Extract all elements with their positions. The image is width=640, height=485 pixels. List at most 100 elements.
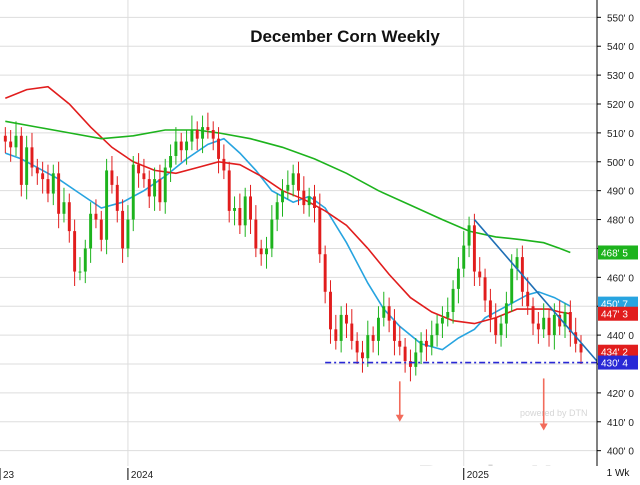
candle-body [307, 196, 311, 206]
candle-body [115, 184, 119, 211]
candle-body [579, 343, 583, 353]
y-tick-label: 440' 0 [607, 331, 634, 342]
candle-body [137, 164, 141, 174]
candle-body [9, 141, 13, 148]
x-tick-label: 2024 [131, 470, 154, 480]
y-tick-label: 400' 0 [607, 447, 634, 458]
candle-body [275, 202, 279, 220]
candle-body [302, 190, 306, 206]
x-tick-label: 2025 [467, 470, 490, 480]
candle-body [222, 158, 226, 171]
candle-body [313, 196, 316, 208]
candle-body [568, 312, 572, 333]
candle-body [185, 141, 189, 151]
down-arrow-head [395, 414, 404, 422]
candle-body [291, 173, 295, 185]
candle-body [558, 314, 562, 327]
candle-body [398, 340, 402, 347]
price-marker [598, 344, 638, 359]
price-marker-label: 450' 7 [601, 300, 628, 311]
down-arrow-head [539, 423, 548, 431]
candle-body [323, 254, 327, 292]
price-marker-label: 430' 4 [601, 359, 628, 370]
candle-body [392, 320, 396, 341]
y-tick-label: 520' 0 [607, 100, 634, 111]
arrows [395, 378, 548, 431]
candle-body [163, 167, 167, 203]
candle-body [334, 329, 338, 341]
candle-body [462, 245, 466, 269]
candle-body [456, 268, 460, 289]
candle-body [131, 164, 135, 220]
candle-body [201, 127, 205, 139]
candle-body [563, 312, 567, 327]
candle-body [51, 173, 55, 194]
candle-body [414, 352, 418, 367]
candle-body [360, 352, 364, 359]
candle-body [472, 225, 476, 272]
candle-body [339, 314, 343, 341]
candle-body [233, 208, 237, 211]
price-marker-label: 447' 3 [601, 310, 628, 321]
candle-body [345, 314, 348, 324]
candle-body [467, 225, 471, 246]
x-tick-label: 23 [3, 470, 15, 480]
candle-body [227, 170, 231, 211]
candle-body [376, 317, 380, 341]
candle-body [510, 268, 514, 304]
candle-body [249, 196, 252, 220]
trendline-resistance [473, 219, 598, 362]
candle-body [83, 248, 87, 272]
y-tick-label: 510' 0 [607, 129, 634, 140]
candle-body [73, 231, 77, 272]
x-labels: 23 2024 2025 [0, 468, 490, 481]
candle-body [526, 291, 530, 307]
candle-body [350, 323, 354, 341]
candle-body [105, 170, 109, 240]
candle-body [217, 138, 221, 159]
candle-body [424, 340, 428, 347]
price-marker-label: 434' 2 [601, 348, 628, 359]
candle-body [419, 340, 423, 353]
trendlines [325, 219, 598, 364]
candle-body [547, 317, 551, 336]
candle-body [3, 135, 7, 142]
candle-body [67, 202, 71, 232]
candle-body [35, 167, 39, 174]
candle-body [440, 317, 444, 324]
price-marker [598, 306, 638, 321]
candle-body [446, 312, 450, 318]
candle-body [238, 208, 242, 226]
candle-body [259, 248, 263, 255]
y-tick-label: 410' 0 [607, 418, 634, 429]
candle-body [355, 340, 359, 353]
candle-body [99, 219, 103, 240]
candle-body [30, 147, 34, 168]
y-tick-label: 540' 0 [607, 42, 634, 53]
candle-body [94, 213, 98, 220]
candle-body [488, 300, 492, 318]
candle-body [515, 257, 519, 269]
y-axis-panel [597, 0, 640, 480]
candle-body [57, 173, 61, 214]
candle-body [147, 179, 151, 197]
candle-body [366, 335, 370, 359]
y-tick-label: 500' 0 [607, 158, 634, 169]
candle-body [179, 141, 183, 151]
candle-body [89, 213, 93, 249]
candle-body [542, 317, 546, 330]
candle-body [499, 323, 503, 336]
candle-body [195, 130, 199, 139]
candle-body [243, 196, 247, 226]
price-marker [598, 245, 638, 260]
candle-body [211, 130, 215, 139]
candle-body [552, 314, 556, 336]
candles [3, 112, 583, 382]
candle-body [190, 130, 194, 142]
ma-line-40-week [5, 120, 571, 254]
y-tick-label: 480' 0 [607, 216, 634, 227]
y-tick-label: 550' 0 [607, 13, 634, 24]
logo-subtext: powered by DTN [520, 408, 588, 418]
